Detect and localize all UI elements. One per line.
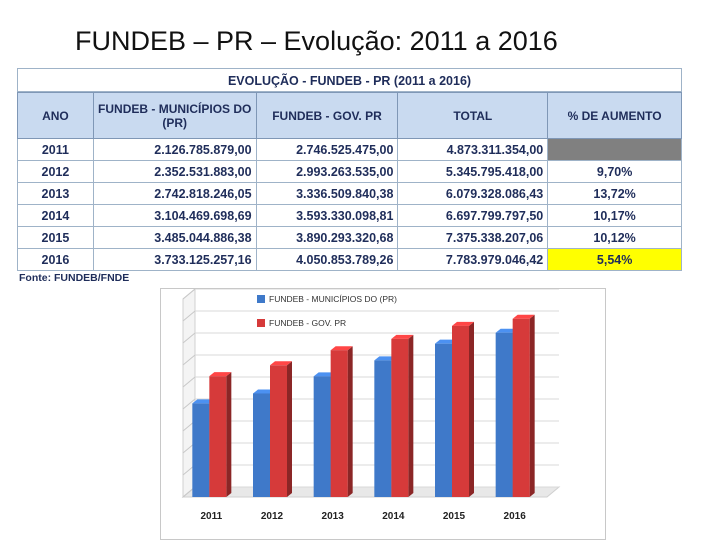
bar	[495, 332, 513, 497]
bar-top	[374, 356, 397, 361]
legend-label: FUNDEB - GOV. PR	[269, 318, 346, 328]
cell-municipios: 3.485.044.886,38	[92, 226, 257, 249]
slide-title: FUNDEB – PR – Evolução: 2011 a 2016	[75, 26, 558, 56]
cell-aumento: 10,12%	[547, 226, 682, 249]
cell-gov-pr: 4.050.853.789,26	[255, 248, 399, 271]
bar-side	[469, 321, 474, 497]
cell-year: 2015	[17, 226, 94, 249]
table-row: 2011 2.126.785.879,00 2.746.525.475,00 4…	[17, 138, 682, 161]
gridline-side	[182, 376, 196, 388]
bar-top	[452, 321, 474, 326]
header-aumento: % DE AUMENTO	[547, 92, 682, 139]
cell-gov-pr: 2.993.263.535,00	[255, 160, 399, 183]
bar-top	[209, 372, 232, 377]
x-tick-label: 2013	[322, 511, 345, 522]
x-tick-label: 2014	[382, 511, 405, 522]
table-source: Fonte: FUNDEB/FNDE	[19, 272, 130, 284]
table-header-row: ANO FUNDEB - MUNICÍPIOS DO (PR) FUNDEB -…	[17, 92, 682, 139]
cell-municipios: 3.733.125.257,16	[92, 248, 257, 271]
bar	[391, 338, 409, 497]
cell-year: 2013	[17, 182, 94, 205]
cell-municipios: 2.126.785.879,00	[92, 138, 257, 161]
bar-top	[512, 314, 535, 319]
fundeb-table: ANO FUNDEB - MUNICÍPIOS DO (PR) FUNDEB -…	[17, 92, 682, 271]
cell-gov-pr: 3.890.293.320,68	[255, 226, 399, 249]
cell-municipios: 2.742.818.246,05	[92, 182, 257, 205]
x-tick-label: 2016	[504, 511, 527, 522]
bar-top	[313, 372, 336, 377]
data-table-panel: EVOLUÇÃO - FUNDEB - PR (2011 a 2016) ANO…	[17, 68, 682, 288]
legend-swatch	[257, 295, 265, 303]
cell-total: 7.375.338.207,06	[397, 226, 549, 249]
header-municipios: FUNDEB - MUNICÍPIOS DO (PR)	[92, 92, 257, 139]
bar	[330, 350, 348, 497]
cell-aumento: 10,17%	[547, 204, 682, 227]
bar-top	[270, 361, 292, 366]
legend-swatch	[257, 319, 265, 327]
bar	[253, 393, 270, 497]
bar	[512, 318, 530, 497]
legend-label: FUNDEB - MUNICÍPIOS DO (PR)	[269, 294, 397, 304]
cell-total: 6.079.328.086,43	[397, 182, 549, 205]
cell-total: 4.873.311.354,00	[397, 138, 549, 161]
cell-aumento: 13,72%	[547, 182, 682, 205]
gridline-side	[182, 288, 196, 300]
bar-top	[435, 339, 457, 344]
table-row: 2014 3.104.469.698,69 3.593.330.098,81 6…	[17, 204, 682, 227]
bar-top	[330, 346, 353, 351]
cell-total: 7.783.979.046,42	[397, 248, 549, 271]
bar-top	[495, 328, 518, 333]
cell-aumento: 5,54%	[547, 248, 682, 271]
bar	[435, 343, 452, 497]
x-tick-label: 2011	[200, 511, 222, 522]
bar-side	[287, 361, 292, 497]
cell-municipios: 3.104.469.698,69	[92, 204, 257, 227]
cell-year: 2012	[17, 160, 94, 183]
x-tick-label: 2012	[261, 511, 284, 522]
cell-total: 6.697.799.797,50	[397, 204, 549, 227]
table-row: 2016 3.733.125.257,16 4.050.853.789,26 7…	[17, 248, 682, 271]
table-caption: EVOLUÇÃO - FUNDEB - PR (2011 a 2016)	[17, 68, 682, 92]
cell-gov-pr: 3.593.330.098,81	[255, 204, 399, 227]
cell-municipios: 2.352.531.883,00	[92, 160, 257, 183]
gridline-side	[182, 332, 196, 344]
cell-total: 5.345.795.418,00	[397, 160, 549, 183]
cell-year: 2011	[17, 138, 94, 161]
header-ano: ANO	[17, 92, 94, 139]
bar-top	[391, 334, 414, 339]
bar	[192, 403, 210, 497]
x-tick-label: 2015	[443, 511, 466, 522]
bar-chart: 2011 2012 2013 2014 2015 2016 FUNDEB - MUNICÍP…	[181, 287, 561, 522]
bar	[374, 360, 392, 497]
cell-gov-pr: 2.746.525.475,00	[255, 138, 399, 161]
bar-top	[253, 389, 275, 394]
cell-aumento	[547, 138, 682, 161]
bar-chart-panel: 2011 2012 2013 2014 2015 2016 FUNDEB - MUNICÍP…	[160, 287, 606, 540]
bar-side	[226, 372, 232, 497]
bar	[452, 325, 469, 497]
cell-aumento: 9,70%	[547, 160, 682, 183]
gridline-side	[182, 354, 196, 366]
gridline-side	[182, 398, 196, 410]
bar-side	[408, 334, 414, 497]
bar	[209, 376, 227, 497]
bar	[313, 376, 331, 497]
header-gov-pr: FUNDEB - GOV. PR	[255, 92, 399, 139]
table-row: 2013 2.742.818.246,05 3.336.509.840,38 6…	[17, 182, 682, 205]
table-row: 2012 2.352.531.883,00 2.993.263.535,00 5…	[17, 160, 682, 183]
cell-year: 2016	[17, 248, 94, 271]
table-row: 2015 3.485.044.886,38 3.890.293.320,68 7…	[17, 226, 682, 249]
gridline-side	[182, 310, 196, 322]
cell-gov-pr: 3.336.509.840,38	[255, 182, 399, 205]
cell-year: 2014	[17, 204, 94, 227]
bar-top	[192, 399, 215, 404]
header-total: TOTAL	[397, 92, 549, 139]
bar-side	[529, 314, 535, 497]
bar-side	[347, 346, 353, 497]
bar	[270, 365, 287, 497]
